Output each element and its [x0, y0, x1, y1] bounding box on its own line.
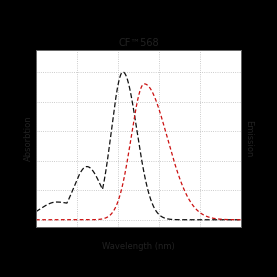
- Title: CF™568: CF™568: [118, 38, 159, 48]
- X-axis label: Wavelength (nm): Wavelength (nm): [102, 242, 175, 251]
- Y-axis label: Absorbtion: Absorbtion: [24, 116, 33, 161]
- Y-axis label: Emission: Emission: [244, 120, 253, 157]
